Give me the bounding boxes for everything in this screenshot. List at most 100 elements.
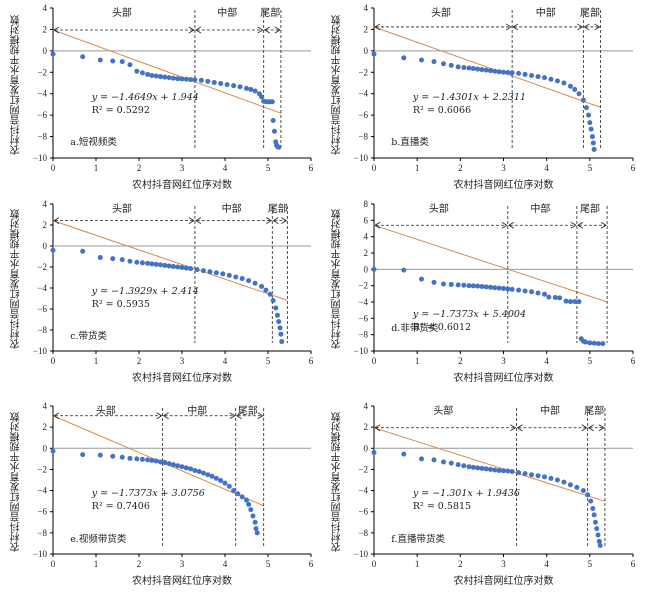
data-point xyxy=(220,271,226,277)
data-point xyxy=(239,494,245,500)
data-point xyxy=(153,73,159,79)
x-axis-label: 农村抖音网红位序对数 xyxy=(453,180,554,191)
r-squared: R² = 0.7406 xyxy=(91,501,150,513)
arrow-head-right xyxy=(156,412,163,420)
data-point xyxy=(158,459,163,465)
data-point xyxy=(583,105,589,111)
data-point xyxy=(501,286,506,292)
data-point xyxy=(596,538,602,544)
data-point xyxy=(211,79,217,85)
data-point xyxy=(80,452,86,458)
data-point xyxy=(183,465,189,471)
arrow-head-left xyxy=(195,217,202,224)
data-point xyxy=(548,475,554,481)
x-tick-label: 2 xyxy=(137,559,142,569)
data-point xyxy=(475,283,481,289)
arrow-head-left xyxy=(512,23,519,31)
data-point xyxy=(401,55,407,61)
y-tick-label: 2 xyxy=(364,248,369,258)
data-point xyxy=(479,283,485,289)
data-point xyxy=(97,452,103,458)
data-point xyxy=(97,255,103,261)
data-point xyxy=(561,479,567,485)
y-tick-label: −2 xyxy=(358,67,368,77)
fit-line xyxy=(373,26,601,108)
data-point xyxy=(149,457,155,463)
data-point xyxy=(188,77,194,83)
data-point xyxy=(529,472,535,478)
data-point xyxy=(592,519,598,525)
y-tick-label: −2 xyxy=(358,464,368,474)
data-point xyxy=(183,265,189,271)
y-tick-label: −10 xyxy=(354,549,369,559)
data-point xyxy=(274,312,280,318)
y-tick-label: 0 xyxy=(364,443,369,453)
data-point xyxy=(97,57,103,63)
data-point xyxy=(196,469,202,475)
data-point xyxy=(470,283,476,289)
y-tick-label: −6 xyxy=(37,110,47,120)
y-tick-label: −2 xyxy=(37,262,47,272)
data-point xyxy=(583,339,589,345)
data-point xyxy=(259,94,265,100)
data-point xyxy=(233,274,239,280)
y-axis-label: 农村抖音网红发育水平规模对数 xyxy=(11,209,22,350)
x-tick-label: 0 xyxy=(51,356,56,366)
data-point xyxy=(483,284,489,290)
x-tick-label: 4 xyxy=(223,356,228,366)
data-point xyxy=(267,291,273,297)
data-point xyxy=(237,84,243,90)
y-tick-label: 2 xyxy=(43,24,48,34)
arrow-head-right xyxy=(501,221,508,229)
fit-line xyxy=(373,224,608,303)
y-tick-label: 2 xyxy=(43,220,48,230)
data-point xyxy=(158,262,163,268)
y-tick-label: 2 xyxy=(43,422,48,432)
segment-label: 头部 xyxy=(431,8,452,19)
data-point xyxy=(263,287,269,293)
arrow-head-right xyxy=(510,424,517,432)
r-squared: R² = 0.6066 xyxy=(412,104,472,116)
y-tick-label: −4 xyxy=(37,283,47,293)
data-point xyxy=(149,261,155,267)
arrow-head-left xyxy=(263,26,270,34)
y-tick-label: −2 xyxy=(37,464,47,474)
data-point xyxy=(440,281,446,287)
data-point xyxy=(188,266,194,272)
data-point xyxy=(574,484,580,490)
data-point xyxy=(455,282,461,288)
data-point xyxy=(110,453,116,459)
y-axis-label: 农村抖音网红发育水平规模对数 xyxy=(332,412,343,552)
regression-equation: y = −1.3929x + 2.414 xyxy=(91,285,199,297)
arrow-head-left xyxy=(162,412,169,420)
x-tick-label: 6 xyxy=(309,356,314,366)
y-tick-label: −4 xyxy=(358,297,368,307)
x-tick-label: 3 xyxy=(180,163,185,173)
data-point xyxy=(179,76,185,82)
data-point xyxy=(585,492,591,498)
data-point xyxy=(588,126,594,132)
data-point xyxy=(522,288,528,294)
data-point xyxy=(139,70,145,76)
data-point xyxy=(418,57,424,63)
arrow-head-right xyxy=(505,23,512,31)
data-point xyxy=(535,74,541,80)
segment-label: 中部 xyxy=(535,8,556,19)
data-point xyxy=(418,456,424,462)
y-tick-label: 0 xyxy=(364,264,369,274)
data-point xyxy=(179,464,185,470)
chart-panel: 0 1 2 3 4 5 6 4 2 0 −2 −4 −6 −8 −10 头部 中部 尾部 农村抖音网红发育水平规模对… xyxy=(0,198,322,396)
panel-sublabel: b.直播类 xyxy=(391,137,429,149)
data-point xyxy=(270,298,276,304)
data-point xyxy=(466,283,472,289)
y-tick-label: 0 xyxy=(43,443,48,453)
data-point xyxy=(492,467,498,473)
data-point xyxy=(110,256,116,262)
data-point xyxy=(162,460,168,466)
data-point xyxy=(554,477,560,483)
y-tick-label: 6 xyxy=(364,215,369,225)
data-point xyxy=(590,506,596,512)
data-point xyxy=(590,140,596,146)
data-point xyxy=(271,128,277,134)
scatter-plot: 0 1 2 3 4 5 6 8 6 4 2 0 −2 −4 −6 −8 −10 xyxy=(354,199,636,366)
